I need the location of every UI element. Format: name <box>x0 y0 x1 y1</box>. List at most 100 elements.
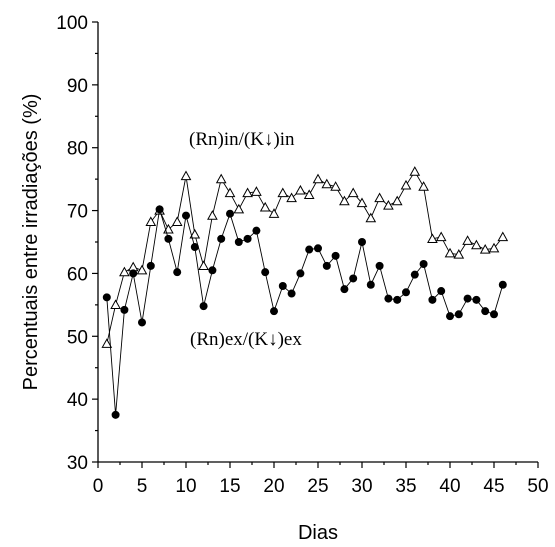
y-tick-label: 60 <box>67 264 88 285</box>
data-point <box>110 299 121 309</box>
data-point <box>101 338 113 348</box>
x-tick-label: 45 <box>483 476 504 497</box>
y-tick-label: 50 <box>67 327 88 348</box>
y-tick-label: 40 <box>67 390 88 411</box>
data-point <box>366 280 375 289</box>
data-point <box>428 295 437 304</box>
x-tick-label: 20 <box>263 476 284 497</box>
data-point <box>182 211 190 220</box>
data-point <box>136 264 148 275</box>
data-point <box>358 238 366 246</box>
data-point <box>296 269 305 278</box>
data-point <box>252 226 261 235</box>
data-point <box>435 231 447 242</box>
data-point <box>446 312 454 321</box>
data-point <box>330 181 341 191</box>
data-point <box>481 307 490 316</box>
x-tick-label: 40 <box>439 476 460 497</box>
data-point <box>321 178 333 189</box>
data-point <box>383 200 394 210</box>
data-point <box>146 261 155 270</box>
data-point <box>305 245 314 254</box>
axes: 30 40 50 60 70 80 90 100 0 5 10 15 20 25 30 35 40 45 50 <box>56 13 548 497</box>
x-tick-label: 15 <box>219 476 240 497</box>
data-point <box>303 189 315 199</box>
data-point <box>427 233 438 243</box>
data-point <box>286 192 297 203</box>
y-tick-label: 70 <box>67 202 88 223</box>
data-point <box>119 266 130 277</box>
data-point <box>180 170 192 181</box>
data-point <box>233 203 245 214</box>
x-axis-title: Dias <box>298 522 338 544</box>
y-tick-label: 80 <box>67 139 88 160</box>
data-point <box>339 195 350 206</box>
series-rn-in <box>101 166 509 348</box>
data-point <box>164 234 173 243</box>
data-point <box>365 212 377 223</box>
data-point <box>243 234 252 243</box>
data-point <box>391 195 403 206</box>
data-point <box>402 288 410 297</box>
data-point <box>498 280 507 289</box>
data-point <box>331 251 340 260</box>
data-point <box>462 235 473 245</box>
x-tick-label: 35 <box>395 476 416 497</box>
data-point <box>217 234 226 243</box>
data-point <box>287 289 296 298</box>
data-point <box>347 187 359 198</box>
data-point <box>226 209 234 218</box>
data-point <box>268 208 280 218</box>
data-point <box>207 210 218 220</box>
series-line <box>106 209 504 415</box>
data-point <box>384 294 393 303</box>
data-point <box>145 216 157 226</box>
data-point <box>155 205 164 214</box>
data-point <box>312 173 324 184</box>
data-point <box>261 268 270 277</box>
data-point <box>479 244 491 254</box>
data-point <box>314 244 322 253</box>
data-point <box>488 242 500 253</box>
data-point <box>173 268 182 277</box>
data-point <box>129 269 138 278</box>
data-point <box>102 293 111 302</box>
data-point <box>454 310 463 319</box>
data-point <box>270 307 278 316</box>
data-point <box>340 285 349 294</box>
x-tick-label: 30 <box>351 476 372 497</box>
data-point <box>215 173 227 184</box>
data-point <box>375 261 384 270</box>
data-point <box>224 187 236 198</box>
data-point <box>322 261 331 270</box>
y-axis-title: Percentuais entre irradiações (%) <box>20 94 42 391</box>
data-point <box>437 287 446 296</box>
data-point <box>234 238 243 246</box>
data-point <box>208 266 217 275</box>
data-point <box>259 201 271 212</box>
data-point <box>490 310 498 319</box>
data-point <box>463 294 472 303</box>
y-tick-label: 100 <box>56 13 88 34</box>
data-point <box>190 243 199 252</box>
data-point <box>277 187 289 198</box>
annotation-rn-ex: (Rn)ex/(K↓)ex <box>190 329 302 350</box>
x-tick-label: 0 <box>93 476 104 497</box>
y-tick-label: 90 <box>67 76 88 97</box>
data-point <box>419 260 428 268</box>
data-point <box>349 274 358 283</box>
data-point <box>410 270 419 279</box>
data-point <box>444 247 456 258</box>
data-point <box>242 187 253 198</box>
data-point <box>453 249 465 259</box>
data-point <box>198 260 209 270</box>
data-point <box>189 228 201 239</box>
data-point <box>472 295 481 304</box>
data-point <box>374 192 385 203</box>
data-point <box>278 282 287 290</box>
x-tick-label: 5 <box>137 476 148 497</box>
data-point <box>356 197 368 208</box>
data-point <box>111 410 120 419</box>
data-point <box>393 295 402 304</box>
